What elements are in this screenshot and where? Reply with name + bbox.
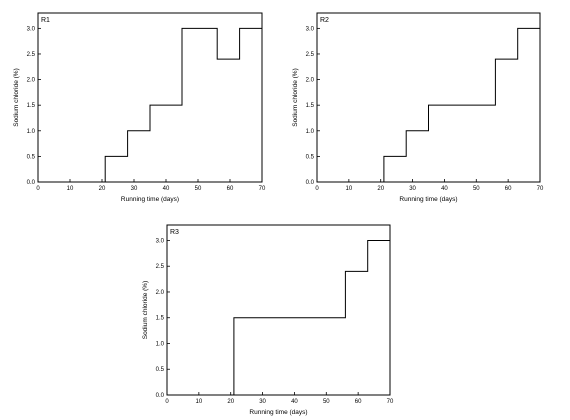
sodium-chloride-series (38, 27, 262, 183)
x-axis-label: Running time (days) (249, 409, 307, 416)
y-tick-label: 2.5 (27, 52, 36, 58)
plot-frame (37, 12, 263, 183)
x-tick-label: 20 (99, 186, 106, 192)
x-tick-label: 60 (227, 186, 234, 192)
panel-label: R2 (320, 17, 329, 24)
y-tick-label: 2.0 (306, 78, 315, 84)
y-tick-label: 3.0 (306, 26, 315, 32)
y-axis-label: Sodium chloride (%) (142, 281, 149, 340)
x-tick-label: 0 (36, 186, 40, 192)
x-tick-label: 10 (196, 399, 203, 405)
x-tick-label: 30 (131, 186, 138, 192)
chart-panel-3: 0 10 20 30 40 50 60 70 0.0 0.5 1.0 1.5 2.0 2.5 3.0 R3 Ru… (142, 224, 394, 416)
y-tick-label: 0.5 (306, 154, 315, 160)
y-tick-label: 0.5 (27, 154, 36, 160)
x-tick-label: 20 (227, 399, 234, 405)
x-axis-label: Running time (days) (121, 196, 179, 203)
y-tick-label: 2.5 (306, 52, 315, 58)
y-tick-label: 1.0 (27, 129, 36, 135)
x-tick-label: 60 (355, 399, 362, 405)
y-tick-label: 2.5 (156, 264, 165, 270)
y-tick-label: 1.5 (27, 103, 36, 109)
y-tick-label: 1.0 (156, 341, 165, 347)
x-tick-label: 40 (291, 399, 298, 405)
x-tick-label: 10 (346, 186, 353, 192)
panel-label: R1 (41, 17, 50, 24)
x-tick-label: 0 (165, 399, 169, 405)
x-tick-label: 50 (473, 186, 480, 192)
x-tick-label: 30 (259, 399, 266, 405)
x-axis-label: Running time (days) (399, 196, 457, 203)
sodium-chloride-series (317, 27, 540, 183)
x-tick-label: 50 (195, 186, 202, 192)
plot-frame (166, 224, 391, 396)
y-tick-label: 1.5 (156, 316, 165, 322)
y-tick-label: 1.0 (306, 129, 315, 135)
x-tick-label: 70 (387, 399, 394, 405)
y-tick-label: 3.0 (156, 238, 165, 244)
chart-panel-2: 0 10 20 30 40 50 60 70 0.0 0.5 1.0 1.5 2.0 2.5 3.0 R2 Ru… (292, 12, 544, 203)
y-tick-label: 1.5 (306, 103, 315, 109)
y-tick-label: 0.0 (156, 393, 165, 399)
chart-panel-1: 0 10 20 30 40 50 60 70 0.0 0.5 1.0 1.5 2.0 2.5 3.0 R1 Ru… (13, 12, 266, 203)
y-tick-label: 2.0 (27, 78, 36, 84)
sodium-chloride-series (167, 239, 390, 396)
y-tick-label: 0.0 (27, 180, 36, 186)
y-tick-label: 2.0 (156, 290, 165, 296)
x-tick-label: 20 (377, 186, 384, 192)
x-tick-label: 70 (259, 186, 266, 192)
x-tick-label: 40 (163, 186, 170, 192)
x-tick-label: 10 (67, 186, 74, 192)
plot-frame (316, 12, 541, 183)
x-tick-label: 30 (409, 186, 416, 192)
x-tick-label: 70 (537, 186, 544, 192)
y-tick-label: 3.0 (27, 26, 36, 32)
x-tick-label: 40 (441, 186, 448, 192)
y-axis-label: Sodium chloride (%) (292, 68, 299, 127)
y-axis-label: Sodium chloride (%) (13, 68, 20, 127)
x-tick-label: 0 (315, 186, 319, 192)
x-tick-label: 50 (323, 399, 330, 405)
panel-label: R3 (170, 229, 179, 236)
y-tick-label: 0.5 (156, 367, 165, 373)
x-tick-label: 60 (505, 186, 512, 192)
y-tick-label: 0.0 (306, 180, 315, 186)
